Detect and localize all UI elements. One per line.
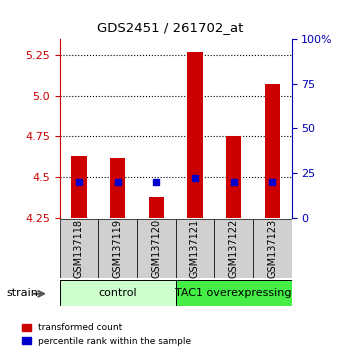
Bar: [176, 219, 214, 278]
Text: GSM137119: GSM137119: [113, 219, 123, 278]
Text: GSM137123: GSM137123: [267, 219, 277, 278]
Text: GSM137122: GSM137122: [228, 219, 239, 278]
Legend: transformed count, percentile rank within the sample: transformed count, percentile rank withi…: [18, 320, 195, 349]
Bar: [187, 52, 203, 218]
Bar: [149, 196, 164, 218]
Bar: [226, 136, 241, 218]
Text: GSM137118: GSM137118: [74, 219, 84, 278]
Bar: [265, 85, 280, 218]
Bar: [98, 219, 137, 278]
Text: GSM137121: GSM137121: [190, 219, 200, 278]
Bar: [214, 219, 253, 278]
Bar: [110, 158, 125, 218]
Bar: [71, 156, 87, 218]
Text: GSM137120: GSM137120: [151, 219, 161, 278]
Text: strain: strain: [7, 288, 39, 298]
Bar: [253, 219, 292, 278]
Bar: [60, 280, 176, 306]
Text: control: control: [98, 288, 137, 298]
Bar: [60, 219, 98, 278]
Text: GDS2451 / 261702_at: GDS2451 / 261702_at: [97, 21, 244, 34]
Bar: [176, 280, 292, 306]
Bar: [137, 219, 176, 278]
Text: TAC1 overexpressing: TAC1 overexpressing: [175, 288, 292, 298]
